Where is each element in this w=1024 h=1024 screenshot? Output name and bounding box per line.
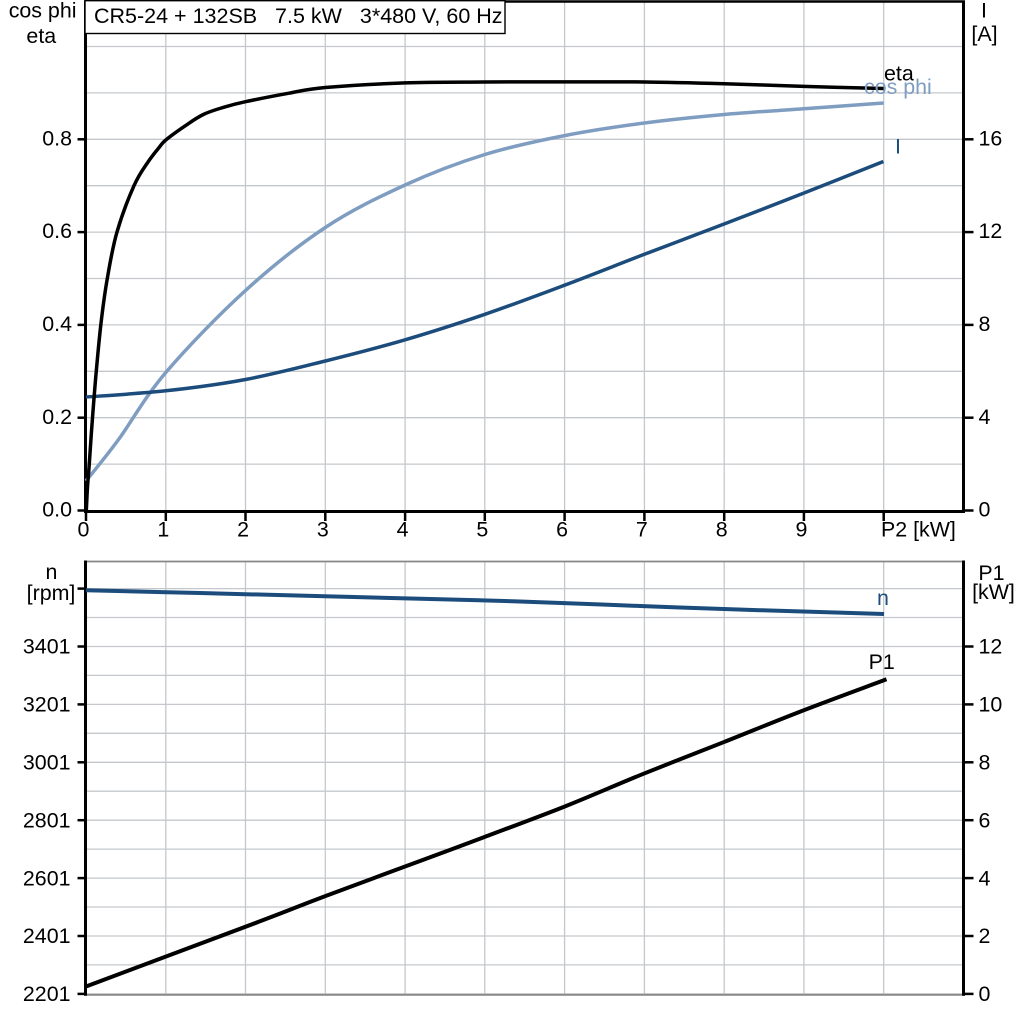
svg-text:P2 [kW]: P2 [kW] [881, 518, 956, 542]
svg-text:2: 2 [237, 518, 249, 542]
svg-text:6: 6 [979, 808, 991, 832]
svg-text:I: I [895, 135, 901, 159]
svg-text:3001: 3001 [23, 751, 71, 775]
svg-text:[rpm]: [rpm] [27, 581, 76, 605]
svg-text:2801: 2801 [23, 808, 71, 832]
svg-text:cos phi: cos phi [864, 75, 932, 99]
svg-text:3201: 3201 [23, 693, 71, 717]
svg-text:4: 4 [397, 518, 409, 542]
svg-text:eta: eta [884, 62, 914, 86]
svg-text:cos phi: cos phi [9, 0, 77, 22]
svg-text:8: 8 [979, 751, 991, 775]
svg-text:0: 0 [979, 498, 991, 522]
svg-text:3: 3 [317, 518, 329, 542]
svg-text:n: n [877, 586, 889, 610]
svg-text:1: 1 [157, 518, 169, 542]
svg-text:2201: 2201 [23, 982, 71, 1006]
svg-text:[kW]: [kW] [972, 580, 1015, 604]
svg-text:6: 6 [556, 518, 568, 542]
svg-text:12: 12 [979, 219, 1003, 243]
svg-text:0: 0 [78, 518, 90, 542]
svg-text:16: 16 [979, 126, 1003, 150]
svg-text:4: 4 [979, 405, 991, 429]
svg-text:P1: P1 [869, 650, 895, 674]
svg-text:5: 5 [476, 518, 488, 542]
svg-text:10: 10 [979, 693, 1003, 717]
svg-text:12: 12 [979, 635, 1003, 659]
svg-text:0.6: 0.6 [42, 219, 72, 243]
svg-text:n: n [46, 560, 58, 584]
svg-text:3401: 3401 [23, 635, 71, 659]
svg-text:7: 7 [636, 518, 648, 542]
svg-text:0.2: 0.2 [42, 405, 72, 429]
svg-text:eta: eta [26, 24, 56, 48]
svg-text:2601: 2601 [23, 866, 71, 890]
svg-text:P1: P1 [978, 561, 1004, 585]
svg-text:CR5-24 + 132SB 7.5 kW 3*48: CR5-24 + 132SB 7.5 kW 3*480 V, 60 Hz [94, 4, 503, 28]
svg-text:8: 8 [979, 312, 991, 336]
svg-text:0.4: 0.4 [42, 312, 72, 336]
svg-text:0.0: 0.0 [42, 498, 72, 522]
svg-text:0.8: 0.8 [42, 126, 72, 150]
svg-text:9: 9 [795, 518, 807, 542]
svg-text:2: 2 [979, 924, 991, 948]
svg-text:[A]: [A] [971, 22, 997, 46]
svg-text:0: 0 [979, 982, 991, 1006]
svg-text:4: 4 [979, 866, 991, 890]
svg-text:2401: 2401 [23, 924, 71, 948]
svg-text:I: I [981, 0, 987, 22]
svg-text:8: 8 [716, 518, 728, 542]
